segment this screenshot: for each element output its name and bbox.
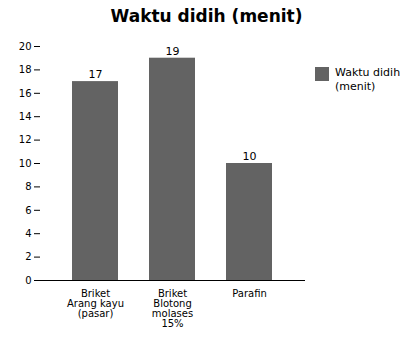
svg-text:19: 19 — [166, 45, 180, 58]
svg-text:Parafin: Parafin — [232, 288, 267, 299]
svg-text:6: 6 — [25, 205, 31, 216]
svg-text:18: 18 — [19, 64, 32, 75]
svg-text:0: 0 — [25, 275, 31, 286]
svg-text:16: 16 — [19, 88, 32, 99]
html-text:Waktu didih (menit): Waktu didih (menit) — [110, 6, 303, 26]
html-text:Waktu didih (menit): Waktu didih (menit) — [335, 66, 401, 93]
svg-text:4: 4 — [25, 228, 31, 239]
svg-text:BriketBlotongmolases15%: BriketBlotongmolases15% — [152, 288, 193, 329]
svg-text:BriketArang kayu(pasar): BriketArang kayu(pasar) — [67, 288, 124, 319]
svg-text:17: 17 — [89, 68, 103, 81]
svg-text:8: 8 — [25, 181, 31, 192]
svg-text:12: 12 — [19, 134, 32, 145]
svg-text:10: 10 — [243, 150, 257, 163]
svg-text:10: 10 — [19, 158, 32, 169]
svg-text:2: 2 — [25, 251, 31, 262]
svg-text:20: 20 — [19, 41, 32, 52]
svg-text:14: 14 — [19, 111, 32, 122]
